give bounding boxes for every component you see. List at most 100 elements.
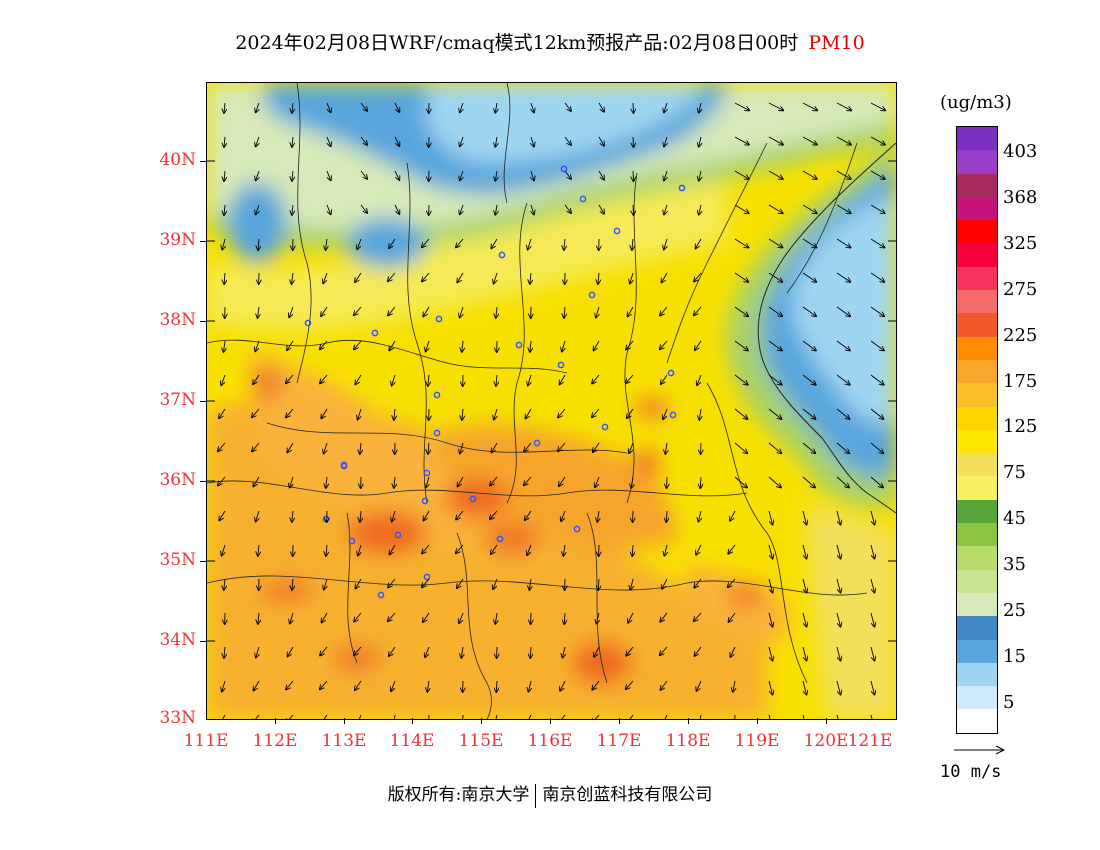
wind-vector — [870, 272, 884, 282]
wind-vector — [358, 714, 362, 719]
wind-vector — [495, 714, 498, 719]
field-orange-central — [437, 424, 677, 553]
colorbar-segment — [957, 523, 997, 547]
wind-vector — [394, 102, 399, 112]
wind-vector — [836, 136, 851, 145]
city-marker — [588, 291, 596, 299]
wind-vector — [664, 170, 667, 181]
wind-vector — [633, 204, 634, 215]
wind-vector — [288, 646, 294, 657]
wind-vector — [564, 170, 571, 179]
wind-vector — [423, 612, 430, 622]
lat-label: 34N — [159, 630, 196, 650]
city-marker — [573, 525, 581, 533]
wind-vector — [531, 136, 534, 147]
wind-vector — [592, 374, 600, 384]
wind-vector — [626, 646, 634, 656]
wind-vector — [598, 204, 604, 214]
wind-vector — [324, 442, 327, 454]
wind-vector — [460, 306, 463, 318]
wind-vector — [768, 408, 782, 419]
wind-vector — [870, 136, 885, 145]
wind-reference-label: 10 m/s — [940, 762, 1002, 782]
wind-vector — [734, 714, 736, 719]
city-marker — [669, 411, 677, 419]
lat-tick — [200, 641, 206, 642]
city-marker — [601, 423, 609, 431]
colorbar-segment — [957, 592, 997, 617]
chart-title: 2024年02月08日WRF/cmaq模式12km预报产品:02月08日00时 P… — [0, 28, 1100, 55]
wind-vector — [768, 578, 773, 593]
wind-vector — [870, 306, 884, 316]
lat-tick — [200, 401, 206, 402]
wind-vector — [734, 204, 749, 213]
wind-vector — [491, 544, 498, 554]
wind-vector — [461, 646, 463, 658]
wind-vector — [462, 714, 464, 719]
hotspot-3 — [484, 520, 540, 556]
wind-vector — [563, 544, 565, 556]
wind-vector — [222, 544, 225, 556]
city-marker — [433, 391, 441, 399]
wind-vector — [494, 272, 497, 284]
wind-vector — [530, 646, 531, 658]
wind-vector — [496, 374, 497, 386]
city-marker — [371, 329, 379, 337]
wind-vector — [836, 680, 841, 695]
wind-vector — [870, 170, 885, 179]
wind-vector — [256, 646, 259, 658]
wind-vector — [218, 476, 226, 485]
wind-vector — [836, 476, 849, 488]
city-marker — [560, 165, 568, 173]
wind-vector — [666, 510, 667, 522]
wind-vector — [695, 646, 702, 656]
wind-vector — [558, 408, 566, 418]
wind-vector — [734, 340, 748, 351]
colorbar-segment — [957, 359, 997, 384]
wind-vector — [768, 136, 783, 145]
wind-vector — [870, 544, 875, 559]
wind-vector — [327, 102, 331, 112]
colorbar-segment — [957, 662, 997, 687]
lon-label: 112E — [252, 731, 298, 751]
wind-vector — [661, 374, 668, 384]
wind-vector — [459, 612, 464, 623]
wind-vector — [768, 306, 782, 316]
wind-vector — [802, 646, 807, 661]
wind-vector — [699, 204, 701, 215]
wind-vector — [354, 646, 362, 655]
wind-vector — [560, 374, 566, 385]
wind-vector — [224, 170, 225, 181]
city-marker — [377, 591, 385, 599]
wind-vector — [734, 374, 748, 385]
wind-vector — [595, 476, 600, 487]
wind-vector — [530, 272, 531, 284]
wind-vector — [524, 476, 532, 485]
wind-vector — [422, 272, 430, 281]
wind-vector — [592, 680, 600, 690]
wind-vector — [694, 306, 702, 315]
wind-vector — [870, 204, 885, 213]
wind-vector — [694, 612, 702, 621]
wind-vector — [734, 238, 749, 248]
wind-vector — [322, 612, 328, 623]
wind-vector — [292, 102, 293, 113]
wind-vector — [592, 408, 600, 417]
wind-vector — [560, 680, 566, 691]
wind-vector — [426, 340, 429, 352]
lon-label: 118E — [665, 731, 711, 751]
wind-vector — [388, 272, 396, 281]
wind-vector — [836, 374, 850, 385]
field-yellow-north — [207, 173, 727, 330]
wind-vector — [699, 170, 701, 181]
copyright-right: 南京创蓝科技有限公司 — [542, 785, 713, 805]
wind-vector — [564, 306, 565, 318]
wind-vector — [458, 476, 464, 487]
colorbar-label: 225 — [1003, 325, 1038, 346]
wind-vector — [730, 646, 736, 657]
wind-vector — [224, 102, 225, 113]
wind-vector — [355, 272, 362, 282]
wind-vector — [694, 272, 702, 282]
wind-vector — [495, 136, 497, 147]
wind-vector — [323, 272, 328, 283]
